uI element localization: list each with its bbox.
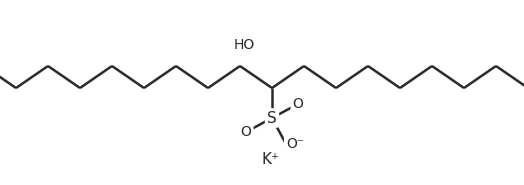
Text: HO: HO [233, 38, 255, 52]
Text: O⁻: O⁻ [286, 137, 304, 151]
Text: S: S [267, 110, 277, 125]
Text: K⁺: K⁺ [261, 152, 279, 167]
Text: O: O [292, 97, 303, 111]
Text: O: O [241, 125, 252, 139]
